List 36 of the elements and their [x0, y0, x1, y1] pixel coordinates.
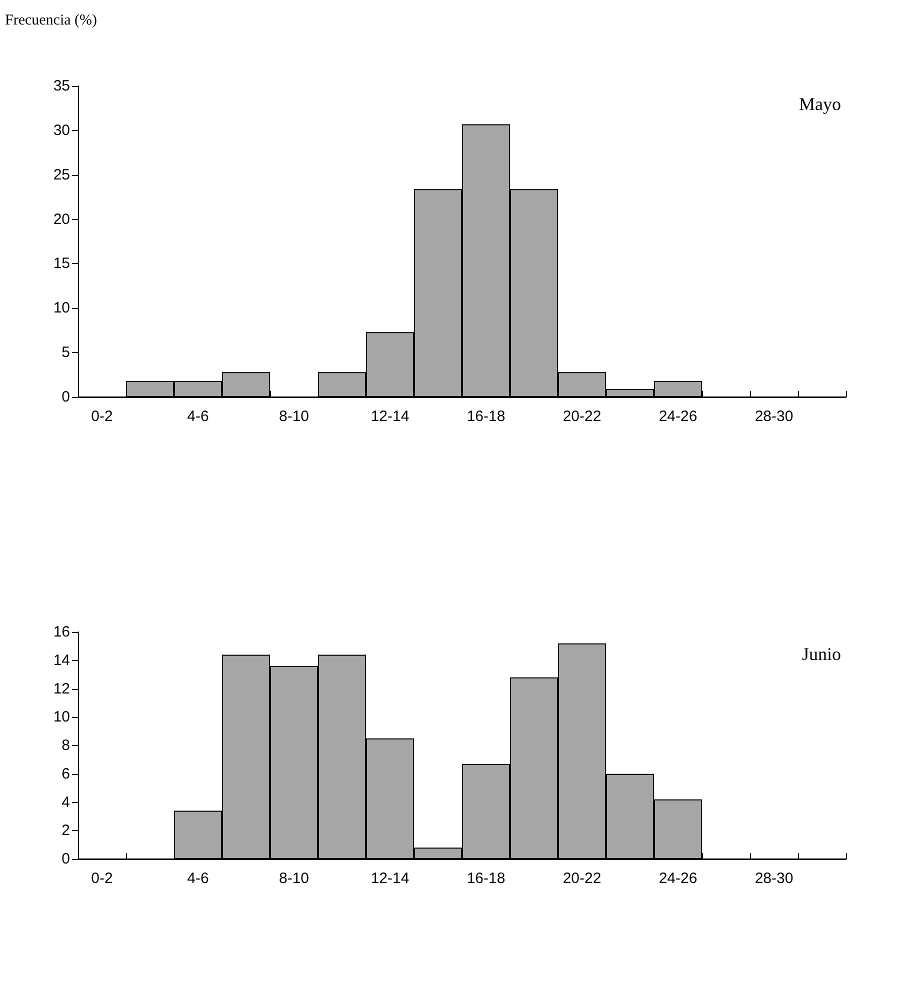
x-tick-label: 28-30: [754, 408, 794, 425]
y-axis-title: Frecuencia (%): [5, 12, 98, 28]
x-tick-label: 16-18: [466, 408, 506, 425]
y-tick-label: 20: [53, 210, 70, 228]
text: Junio: [802, 644, 842, 664]
y-tick-label: 2: [62, 822, 70, 840]
y-tick-label: 10: [53, 300, 70, 317]
y-tick-label: 14: [53, 652, 70, 669]
y-tick-label: 4: [62, 794, 70, 811]
x-tick-label: 8-10: [278, 870, 310, 887]
y-tick-label: 0: [62, 388, 70, 406]
x-tick-label: 28-30: [754, 870, 794, 887]
y-tick-label: 25: [53, 166, 70, 184]
y-tick-label: 16: [53, 624, 70, 640]
y-tick-label: 5: [62, 344, 70, 362]
y-tick-label: 12: [53, 680, 70, 698]
x-tick-label: 8-10: [278, 408, 310, 425]
x-tick-label: 12-14: [370, 408, 410, 425]
x-tick-label: 0-2: [91, 408, 113, 425]
x-tick-label: 4-6: [187, 870, 209, 887]
chart-title: Mayo: [799, 94, 842, 114]
x-tick-label: 24-26: [658, 870, 698, 887]
x-tick-label: 24-26: [658, 408, 698, 425]
x-tick-label: 0-2: [91, 870, 113, 887]
x-tick-label: 20-22: [562, 408, 602, 425]
y-tick-label: 10: [53, 708, 70, 726]
y-tick-label: 0: [62, 850, 70, 868]
y-tick-label: 35: [53, 78, 70, 94]
x-tick-label: 16-18: [466, 870, 506, 887]
x-tick-label: 12-14: [370, 870, 410, 887]
y-tick-label: 30: [53, 122, 70, 139]
x-tick-label: 20-22: [562, 870, 602, 887]
y-tick-label: 6: [62, 765, 70, 782]
y-tick-label: 15: [53, 255, 70, 272]
x-tick-label: 4-6: [187, 408, 209, 425]
y-tick-label: 8: [62, 737, 70, 754]
